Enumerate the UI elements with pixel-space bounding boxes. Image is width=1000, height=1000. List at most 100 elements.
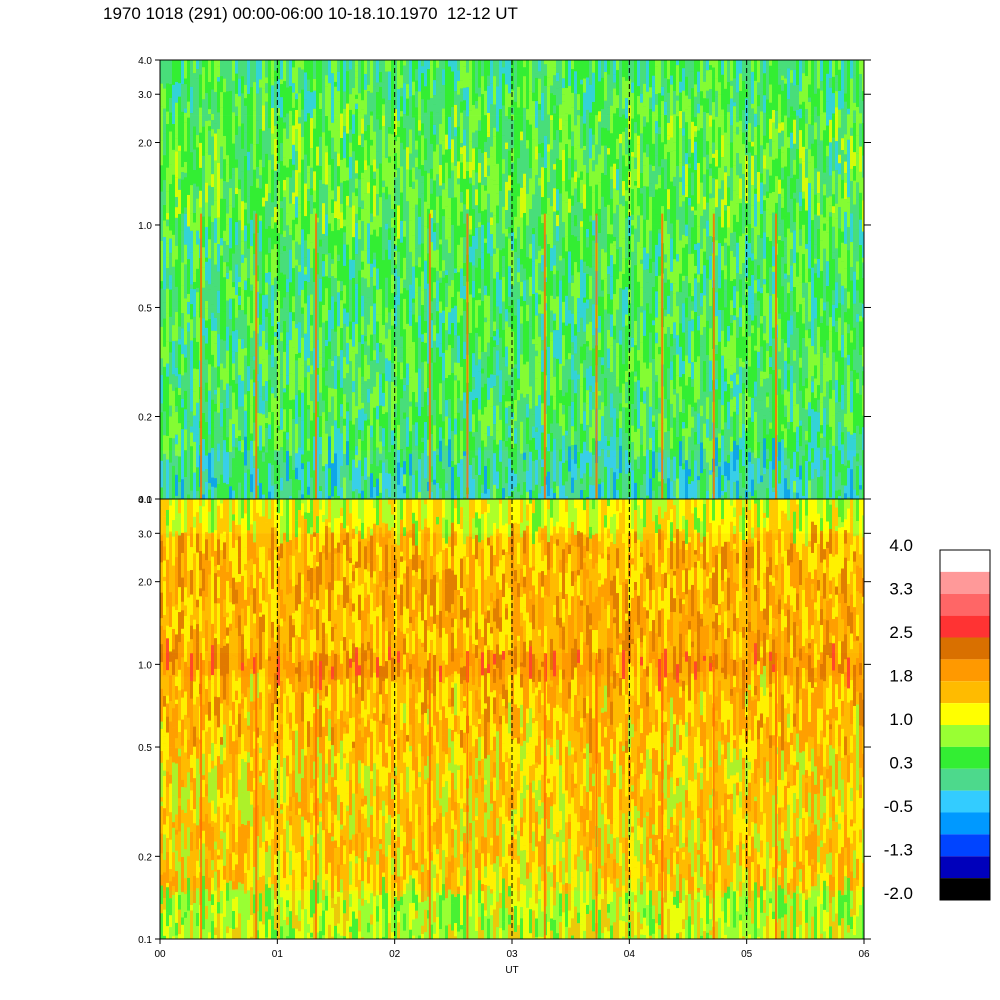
heatmap-cell [691,450,694,482]
heatmap-cell [358,172,361,180]
heatmap-cell [238,249,241,277]
heatmap-cell [439,356,442,384]
heatmap-cell [187,442,190,469]
heatmap-cell [688,404,691,437]
heatmap-cell [286,138,289,168]
heatmap-cell [514,251,517,285]
heatmap-cell [247,248,250,279]
heatmap-cell [427,173,430,205]
heatmap-cell [223,198,226,231]
heatmap-cell [769,240,772,268]
heatmap-cell [640,259,643,264]
heatmap-cell [622,383,625,408]
heatmap-cell [214,336,217,344]
heatmap-cell [430,466,433,483]
heatmap-cell [301,392,304,421]
heatmap-cell [298,265,301,272]
heatmap-cell [640,93,643,103]
heatmap-cell [478,130,481,150]
heatmap-cell [670,137,673,152]
heatmap-cell [739,422,742,438]
heatmap-cell [415,140,418,150]
heatmap-cell [334,420,337,454]
heatmap-cell [469,262,472,295]
heatmap-cell [490,459,493,487]
heatmap-cell [313,208,316,230]
heatmap-cell [595,164,598,185]
heatmap-cell [781,431,784,440]
heatmap-cell [727,82,730,105]
heatmap-cell [331,396,334,426]
heatmap-cell [589,128,592,159]
heatmap-cell [382,373,385,393]
heatmap-cell [295,109,298,130]
heatmap-cell [184,477,187,492]
heatmap-cell [391,401,394,431]
heatmap-cell [589,427,592,453]
heatmap-cell [454,418,457,435]
heatmap-cell [526,470,529,492]
heatmap-cell [202,267,205,288]
heatmap-cell [412,342,415,370]
heatmap-cell [334,156,337,178]
heatmap-cell [295,453,298,468]
heatmap-cell [586,143,589,173]
heatmap-cell [736,194,739,204]
heatmap-cell [568,406,571,438]
heatmap-cell [571,271,574,276]
heatmap-cell [499,370,502,403]
heatmap-cell [448,392,451,400]
heatmap-cell [340,203,343,213]
heatmap-cell [616,479,619,491]
heatmap-cell [577,60,580,89]
heatmap-cell [181,285,184,314]
heatmap-cell [544,179,547,189]
heatmap-cell [460,112,463,144]
heatmap-cell [313,436,316,471]
heatmap-cell [178,281,181,302]
heatmap-cell [283,179,286,191]
heatmap-cell [625,80,628,99]
heatmap-cell [241,123,244,140]
heatmap-cell [433,134,436,148]
heatmap-cell [637,468,640,484]
heatmap-cell [757,201,760,236]
heatmap-cell [541,167,544,198]
heatmap-cell [487,175,490,194]
heatmap-cell [424,422,427,450]
heatmap-cell [607,440,610,446]
heatmap-cell [280,477,283,491]
heatmap-cell [523,129,526,136]
heatmap-cell [190,284,193,289]
heatmap-cell [523,300,526,313]
heatmap-cell [301,337,304,366]
heatmap-cell [523,186,526,214]
heatmap-cell [355,389,358,407]
heatmap-cell [628,105,631,140]
heatmap-cell [421,290,424,306]
heatmap-cell [619,60,622,89]
heatmap-cell [262,400,265,415]
heatmap-cell [748,497,751,499]
heatmap-cell [481,252,484,270]
heatmap-cell [562,222,565,238]
heatmap-cell [235,73,238,94]
heatmap-cell [622,181,625,196]
heatmap-cell [568,458,571,472]
heatmap-cell [526,346,529,362]
heatmap-cell [493,136,496,166]
heatmap-cell [577,451,580,469]
heatmap-cell [487,253,490,264]
heatmap-cell [607,294,610,314]
heatmap-cell [376,321,379,343]
heatmap-cell [439,92,442,100]
heatmap-cell [484,152,487,159]
heatmap-cell [562,60,565,79]
heatmap-cell [343,91,346,109]
heatmap-cell [346,71,349,104]
heatmap-cell [349,387,352,421]
heatmap-cell [256,232,259,266]
heatmap-cell [328,412,331,437]
heatmap-cell [682,60,685,69]
heatmap-cell [586,353,589,369]
